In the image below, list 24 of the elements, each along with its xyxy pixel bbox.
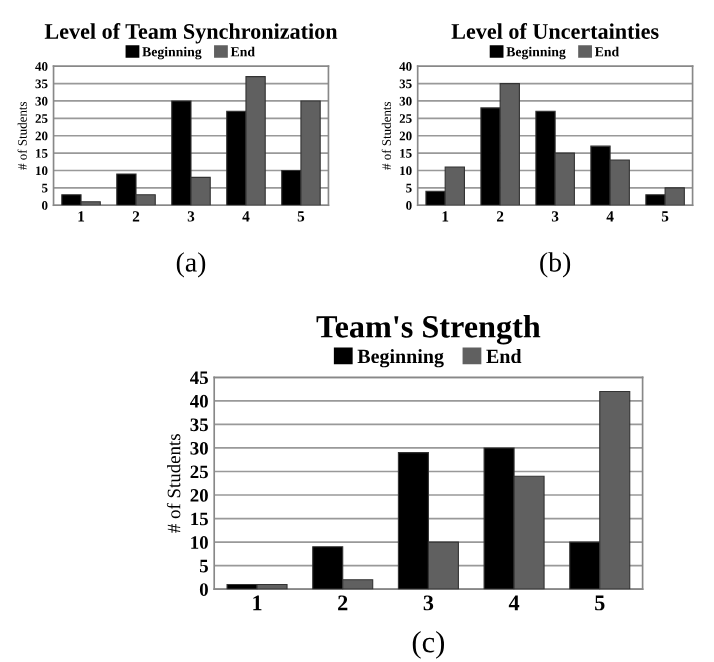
y-tick-label: 10 (191, 536, 208, 549)
y-tick-label: 40 (190, 394, 208, 408)
text: (a) (176, 252, 206, 278)
y-tick-label: 5 (199, 559, 208, 573)
y-axis-title: # of Students (166, 434, 181, 533)
y-tick-label: 25 (190, 465, 208, 479)
legend-label: End (486, 349, 522, 364)
text: (b) (540, 252, 571, 278)
x-tick-label: 5 (595, 595, 605, 611)
legend-label: Beginning (357, 349, 444, 368)
x-tick-label: 1 (253, 595, 262, 611)
x-tick-label: 2 (338, 595, 348, 611)
y-tick-label: 20 (190, 489, 208, 502)
chart-title: Level of Uncertainties (451, 23, 659, 39)
chart-title: Team's Strength (316, 314, 541, 345)
text: (c) (412, 630, 445, 659)
y-tick-label: 35 (190, 418, 208, 432)
y-tick-label: 45 (190, 371, 208, 385)
y-tick-label: 15 (191, 512, 208, 526)
y-tick-label: 30 (190, 441, 208, 455)
x-tick-label: 3 (423, 595, 434, 611)
y-tick-label: 0 (199, 583, 208, 596)
chart-title: Level of Team Synchronization (44, 23, 338, 44)
x-tick-label: 4 (508, 595, 520, 611)
